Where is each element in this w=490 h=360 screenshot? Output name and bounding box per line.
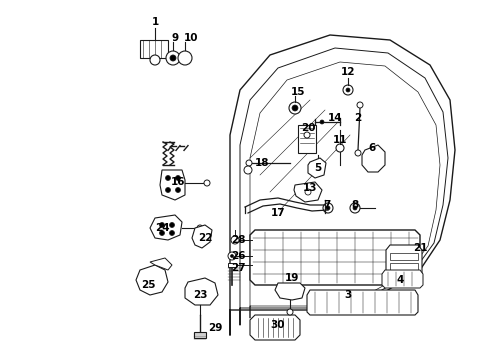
Text: 5: 5 [315, 163, 321, 173]
Circle shape [150, 55, 160, 65]
Text: 9: 9 [172, 33, 178, 43]
Text: 29: 29 [208, 323, 222, 333]
Text: 19: 19 [285, 273, 299, 283]
Circle shape [346, 88, 350, 92]
FancyBboxPatch shape [390, 263, 418, 270]
Text: 23: 23 [193, 290, 207, 300]
Text: 30: 30 [271, 320, 285, 330]
Text: 13: 13 [303, 183, 317, 193]
Text: 12: 12 [341, 67, 355, 77]
Circle shape [326, 206, 330, 210]
Circle shape [350, 203, 360, 213]
Circle shape [175, 176, 180, 180]
Text: 28: 28 [231, 235, 245, 245]
Text: 18: 18 [255, 158, 269, 168]
Text: 11: 11 [333, 135, 347, 145]
FancyBboxPatch shape [298, 125, 316, 153]
Polygon shape [294, 182, 322, 202]
Text: 25: 25 [141, 280, 155, 290]
Text: 6: 6 [368, 143, 376, 153]
Text: 4: 4 [396, 275, 404, 285]
Circle shape [197, 225, 203, 231]
Circle shape [178, 51, 192, 65]
Polygon shape [192, 225, 212, 248]
Text: 10: 10 [184, 33, 198, 43]
FancyBboxPatch shape [140, 40, 168, 58]
Circle shape [230, 255, 234, 257]
Circle shape [175, 188, 180, 193]
FancyBboxPatch shape [390, 253, 418, 260]
Text: 1: 1 [151, 17, 159, 27]
FancyBboxPatch shape [390, 272, 418, 279]
Circle shape [343, 85, 353, 95]
Text: 15: 15 [291, 87, 305, 97]
Circle shape [228, 252, 236, 260]
Polygon shape [250, 315, 300, 340]
Circle shape [246, 160, 252, 166]
Circle shape [289, 102, 301, 114]
Circle shape [287, 309, 293, 315]
Polygon shape [382, 270, 423, 288]
Text: 21: 21 [413, 243, 427, 253]
FancyBboxPatch shape [194, 332, 206, 338]
Text: 16: 16 [171, 177, 185, 187]
Text: 8: 8 [351, 200, 359, 210]
Text: 26: 26 [231, 251, 245, 261]
Polygon shape [136, 265, 168, 295]
Circle shape [357, 102, 363, 108]
Polygon shape [308, 158, 326, 178]
Text: 20: 20 [301, 123, 315, 133]
Circle shape [160, 230, 165, 235]
Polygon shape [307, 290, 418, 315]
Circle shape [355, 150, 361, 156]
Circle shape [231, 236, 239, 244]
Circle shape [166, 188, 171, 193]
Polygon shape [150, 215, 182, 240]
Circle shape [244, 166, 252, 174]
Circle shape [323, 203, 333, 213]
Polygon shape [150, 258, 172, 270]
Text: 7: 7 [323, 200, 331, 210]
Text: 24: 24 [155, 223, 170, 233]
Circle shape [166, 51, 180, 65]
Circle shape [170, 55, 176, 61]
Polygon shape [275, 283, 305, 300]
Text: 3: 3 [344, 290, 352, 300]
Circle shape [204, 180, 210, 186]
Circle shape [320, 120, 324, 124]
Circle shape [170, 222, 174, 228]
Polygon shape [160, 170, 185, 200]
Circle shape [336, 144, 344, 152]
FancyBboxPatch shape [228, 263, 236, 267]
Polygon shape [386, 245, 422, 282]
Circle shape [292, 105, 298, 111]
Circle shape [170, 230, 174, 235]
Polygon shape [185, 278, 218, 305]
Circle shape [305, 189, 311, 195]
Polygon shape [250, 230, 420, 285]
Text: 22: 22 [198, 233, 212, 243]
Circle shape [304, 132, 310, 138]
Circle shape [166, 176, 171, 180]
Text: 17: 17 [270, 208, 285, 218]
Polygon shape [362, 145, 385, 172]
Text: 27: 27 [231, 263, 245, 273]
Circle shape [353, 206, 357, 210]
Circle shape [160, 222, 165, 228]
Text: 14: 14 [328, 113, 343, 123]
Text: 2: 2 [354, 113, 362, 123]
